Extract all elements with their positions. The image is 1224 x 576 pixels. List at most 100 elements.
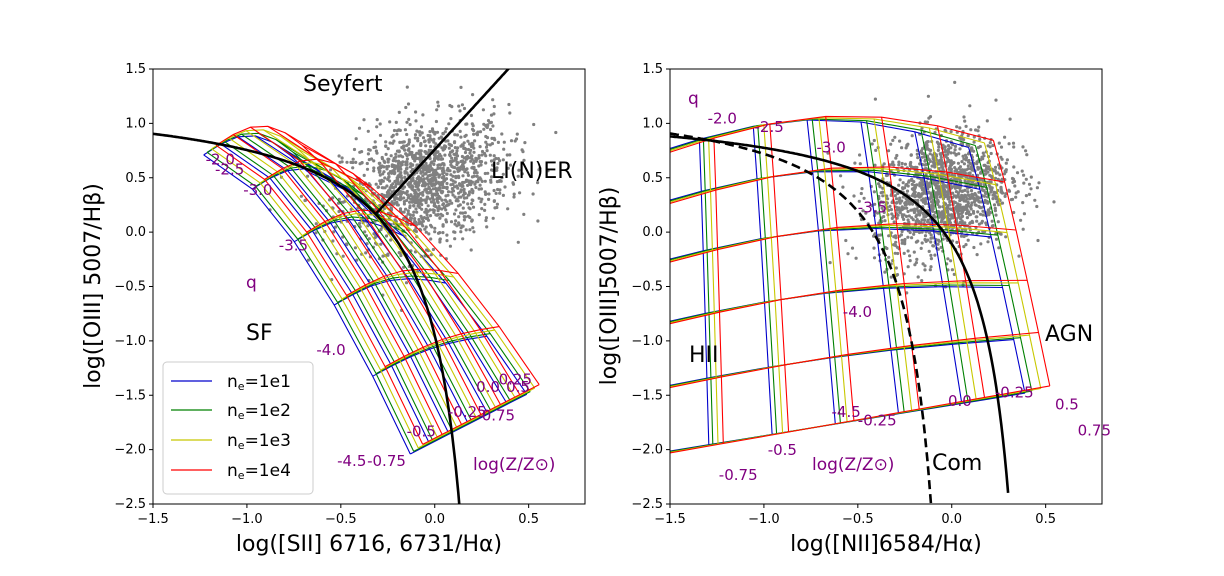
data-point xyxy=(958,147,962,151)
data-point xyxy=(892,220,896,224)
data-point xyxy=(436,104,440,108)
grid-line-ne1e4 xyxy=(319,161,540,385)
data-point xyxy=(397,182,402,186)
data-point xyxy=(862,196,866,200)
data-point xyxy=(972,200,977,204)
data-point xyxy=(484,134,488,139)
data-point xyxy=(929,257,934,261)
grid-line-ne1e3 xyxy=(301,212,412,237)
data-point xyxy=(1004,235,1008,239)
data-point xyxy=(893,251,897,255)
sf-demarcation-line xyxy=(153,132,461,504)
data-point xyxy=(461,167,465,171)
data-point xyxy=(456,169,460,173)
data-point xyxy=(438,182,442,186)
grid-line-ne1e4 xyxy=(713,138,724,444)
data-point xyxy=(397,251,401,255)
data-point xyxy=(445,239,449,243)
data-point xyxy=(358,150,362,154)
grid-line-ne1e4 xyxy=(670,166,1005,204)
data-point xyxy=(967,172,971,176)
grid-line-ne1e1 xyxy=(255,135,469,425)
data-point xyxy=(479,160,484,164)
data-point xyxy=(448,244,452,248)
data-point xyxy=(901,181,905,185)
data-point xyxy=(973,197,977,201)
data-point xyxy=(453,146,457,150)
data-point xyxy=(491,98,495,102)
data-point xyxy=(446,139,450,143)
data-point xyxy=(462,189,466,193)
data-point xyxy=(951,161,955,165)
data-point xyxy=(444,194,448,198)
right-y-axis-title: log([OIII]5007/Hβ) xyxy=(597,187,622,386)
data-point xyxy=(900,146,904,150)
data-point xyxy=(876,211,880,215)
data-point xyxy=(939,158,944,162)
y-tick-label: −1.5 xyxy=(114,388,146,403)
data-point xyxy=(906,218,910,222)
data-point xyxy=(425,197,429,201)
data-point xyxy=(988,145,992,149)
data-point xyxy=(436,200,440,204)
data-point xyxy=(969,205,973,209)
data-point xyxy=(426,218,431,222)
grid-value-label: -0.25 xyxy=(448,403,487,421)
grid-line-ne1e4 xyxy=(825,116,855,421)
data-point xyxy=(403,128,407,132)
data-point xyxy=(453,180,457,184)
data-point xyxy=(402,265,406,269)
data-point xyxy=(395,129,399,133)
data-point xyxy=(913,263,917,267)
data-point xyxy=(944,154,948,159)
data-point xyxy=(877,182,881,186)
data-point xyxy=(884,173,889,178)
data-point xyxy=(532,122,536,127)
data-point xyxy=(454,174,458,179)
data-point xyxy=(912,180,916,184)
data-point xyxy=(946,192,950,197)
data-point xyxy=(916,239,920,243)
data-point xyxy=(920,126,924,130)
data-point xyxy=(965,203,969,207)
data-point xyxy=(962,138,966,142)
grid-line-ne1e3 xyxy=(928,127,977,400)
data-point xyxy=(1029,187,1033,191)
data-point xyxy=(923,234,928,238)
data-point xyxy=(445,172,449,176)
data-point xyxy=(910,134,914,138)
data-point xyxy=(449,160,453,164)
grid-line-ne1e4 xyxy=(384,326,500,368)
data-point xyxy=(983,198,987,202)
grid-line-ne1e1 xyxy=(237,136,450,435)
data-point xyxy=(428,214,433,218)
data-point xyxy=(448,143,452,147)
data-point xyxy=(438,166,442,170)
data-point xyxy=(919,183,923,187)
data-point xyxy=(414,220,418,224)
data-point xyxy=(967,158,971,163)
data-point xyxy=(906,249,910,253)
data-point xyxy=(954,190,959,194)
data-point xyxy=(411,144,415,148)
data-point xyxy=(985,119,989,123)
data-point xyxy=(910,202,915,206)
data-point xyxy=(466,173,470,177)
data-point xyxy=(967,193,971,197)
data-point xyxy=(903,162,908,166)
data-point xyxy=(385,190,389,195)
data-point xyxy=(958,126,962,130)
grid-line-ne1e3 xyxy=(314,164,536,389)
left-y-axis-title: log([OIII] 5007/Hβ) xyxy=(81,183,106,389)
data-point xyxy=(900,207,905,211)
data-point xyxy=(391,186,395,190)
data-point xyxy=(417,218,421,222)
grid-line-ne1e2 xyxy=(702,138,714,445)
data-point xyxy=(872,190,877,194)
grid-line-ne1e3 xyxy=(983,142,1042,389)
data-point xyxy=(375,125,379,129)
data-point xyxy=(480,149,485,154)
data-point xyxy=(405,85,409,89)
data-point xyxy=(984,223,989,227)
data-point xyxy=(980,155,984,159)
